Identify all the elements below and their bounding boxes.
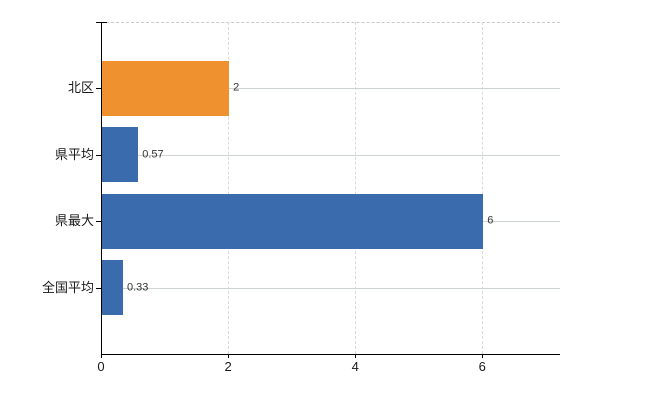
horizontal-gridline [102, 88, 560, 90]
bar [102, 127, 139, 183]
x-axis-tick [482, 354, 484, 358]
x-axis-tick-label: 2 [224, 359, 232, 374]
x-axis-tick [228, 354, 230, 358]
bar-value-label: 6 [487, 214, 494, 227]
x-axis-line [101, 354, 560, 355]
plot-top-border [101, 22, 560, 23]
x-axis-tick [101, 354, 102, 358]
y-axis-tick [96, 221, 101, 223]
vertical-gridline [482, 22, 484, 354]
horizontal-gridline [102, 154, 560, 156]
bar [102, 260, 123, 316]
x-axis-tick-label: 0 [97, 359, 105, 374]
category-label: 北区 [67, 80, 94, 96]
y-axis-tick [96, 287, 101, 289]
bar [102, 193, 484, 249]
x-axis-tick [355, 354, 357, 358]
vertical-gridline [228, 22, 230, 354]
x-axis-tick-label: 6 [478, 359, 486, 374]
y-axis-top-tick [96, 22, 107, 23]
category-label: 県最大 [54, 213, 94, 229]
y-axis-tick [96, 88, 101, 90]
bar-value-label: 0.57 [142, 148, 164, 161]
y-axis-line [101, 22, 102, 354]
y-axis-tick [96, 154, 101, 156]
horizontal-gridline [102, 287, 560, 289]
bar [102, 60, 230, 116]
bar-value-label: 0.33 [126, 281, 149, 294]
category-label: 全国平均 [41, 279, 94, 295]
vertical-gridline [355, 22, 357, 354]
bar-value-label: 2 [233, 81, 240, 94]
category-label: 県平均 [54, 147, 94, 162]
plot-area: 2 0.57 6 0.33 [96, 22, 560, 358]
x-axis-tick-label: 4 [351, 359, 359, 374]
